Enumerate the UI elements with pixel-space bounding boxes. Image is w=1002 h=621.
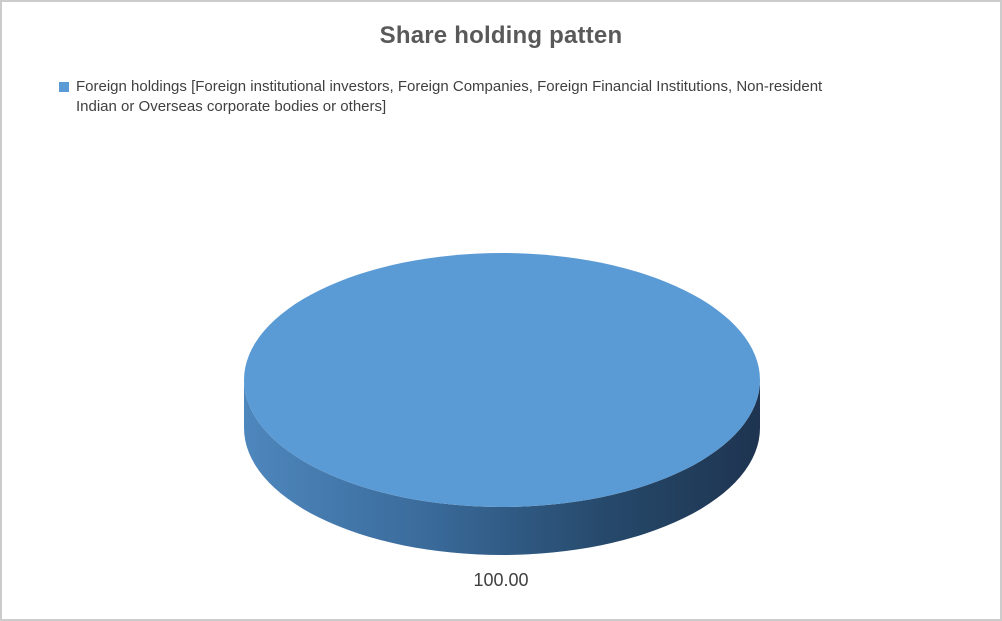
pie-slice-side [244,380,760,555]
data-label: 100.00 [473,570,529,590]
legend-label: Foreign holdings [Foreign institutional … [76,77,822,117]
pie-slice-foreign-holdings[interactable] [244,253,760,507]
legend-marker-icon [59,82,69,92]
chart-title: Share holding patten [379,22,623,49]
legend-label-line1: Foreign holdings [Foreign institutional … [76,78,823,95]
legend[interactable]: Foreign holdings [Foreign institutional … [59,77,964,117]
legend-label-line2: Indian or Overseas corporate bodies or o… [76,98,387,115]
